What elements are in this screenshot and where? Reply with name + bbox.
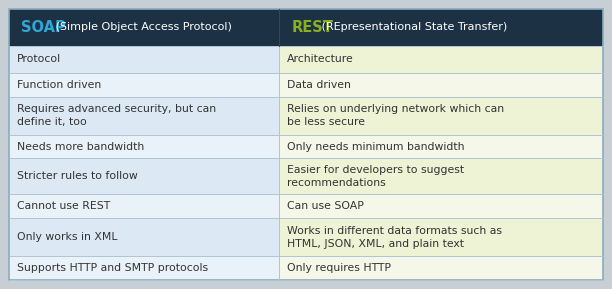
Text: Needs more bandwidth: Needs more bandwidth [17,142,144,151]
Text: REST: REST [291,20,333,35]
Text: Requires advanced security, but can
define it, too: Requires advanced security, but can defi… [17,104,216,127]
Text: Supports HTTP and SMTP protocols: Supports HTTP and SMTP protocols [17,263,208,273]
Bar [279,194,603,218]
Text: SOAP: SOAP [21,20,65,35]
Text: Cannot use REST: Cannot use REST [17,201,110,211]
Bar [279,158,603,194]
Bar [279,135,603,158]
Bar [9,158,279,194]
Text: Only works in XML: Only works in XML [17,232,118,242]
Text: SOAP (Simple Object Access Protocol): SOAP (Simple Object Access Protocol) [21,20,334,35]
Text: Data driven: Data driven [287,80,351,90]
Text: (Simple Object Access Protocol): (Simple Object Access Protocol) [52,23,232,32]
Bar [9,256,279,280]
Text: Can use SOAP: Can use SOAP [287,201,364,211]
Bar [279,73,603,97]
Bar [9,97,279,135]
Text: Function driven: Function driven [17,80,101,90]
Bar [279,256,603,280]
Bar [9,194,279,218]
Bar [279,46,603,73]
Bar [279,218,603,256]
Text: Protocol: Protocol [17,54,61,64]
Text: (REpresentational State Transfer): (REpresentational State Transfer) [318,23,507,32]
Text: Only requires HTTP: Only requires HTTP [287,263,391,273]
Bar [9,73,279,97]
Text: Relies on underlying network which can
be less secure: Relies on underlying network which can b… [287,104,504,127]
Bar [9,135,279,158]
Bar [279,97,603,135]
Bar [9,9,603,46]
Text: Easier for developers to suggest
recommendations: Easier for developers to suggest recomme… [287,165,465,188]
Bar [9,218,279,256]
Text: Stricter rules to follow: Stricter rules to follow [17,171,138,181]
Text: Architecture: Architecture [287,54,354,64]
Bar [9,46,279,73]
Text: Only needs minimum bandwidth: Only needs minimum bandwidth [287,142,465,151]
Text: Works in different data formats such as
HTML, JSON, XML, and plain text: Works in different data formats such as … [287,226,502,249]
